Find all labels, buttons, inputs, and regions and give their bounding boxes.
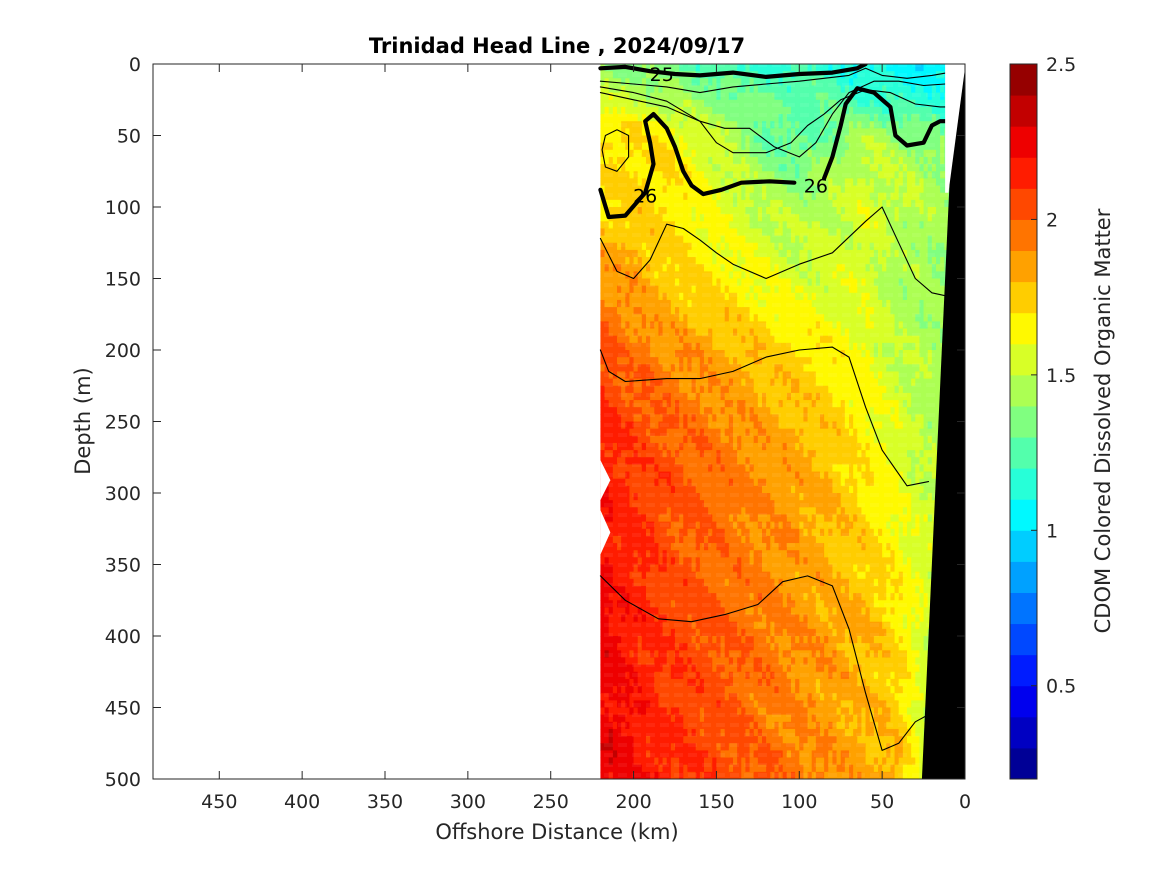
chart-title: Trinidad Head Line , 2024/09/17 (369, 34, 745, 58)
cdom-field (600, 64, 965, 779)
